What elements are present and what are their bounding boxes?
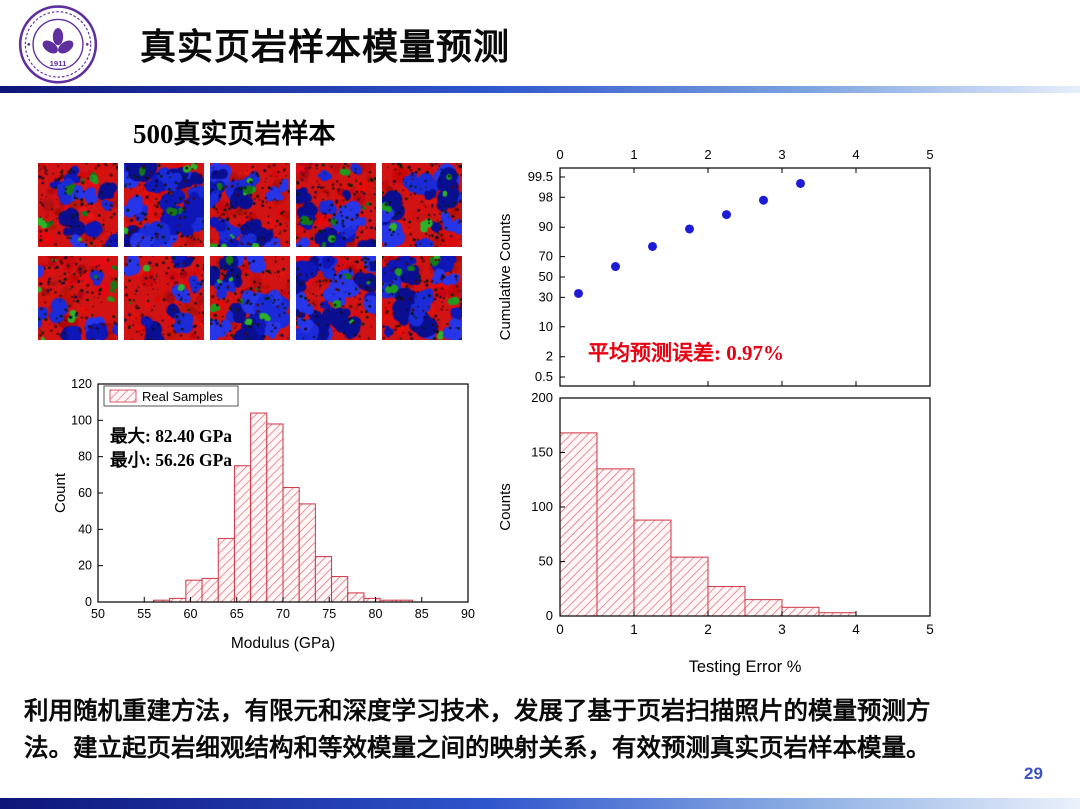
modulus-histogram-chart: 50 55 60 65 70 75 80 85 90 0 20 40 60 80 100 120 Real Sa… (52, 377, 475, 652)
svg-text:5: 5 (926, 147, 933, 162)
svg-text:85: 85 (415, 607, 429, 621)
page-number: 29 (1024, 764, 1043, 783)
shale-sample-tile (38, 163, 118, 247)
svg-text:90: 90 (539, 219, 553, 234)
university-emblem-icon: 1911 (18, 5, 98, 84)
svg-text:90: 90 (461, 607, 475, 621)
svg-text:3: 3 (778, 622, 786, 637)
svg-text:Testing Error %: Testing Error % (689, 658, 802, 676)
svg-text:98: 98 (539, 189, 553, 204)
svg-text:Modulus (GPa): Modulus (GPa) (231, 635, 335, 652)
svg-text:70: 70 (539, 249, 553, 264)
svg-text:1: 1 (630, 622, 638, 637)
svg-text:40: 40 (78, 522, 92, 536)
shale-sample-tile (124, 163, 204, 247)
samples-heading: 500真实页岩样本 (133, 119, 336, 149)
svg-text:2: 2 (546, 349, 553, 364)
svg-text:50: 50 (91, 607, 105, 621)
svg-text:0: 0 (556, 622, 564, 637)
cumulative-counts-chart: 0 1 2 3 4 5 0.5 2 10 30 50 70 90 98 99.5 平均预测误差: 0.97% C… (497, 147, 934, 387)
svg-text:100: 100 (531, 499, 553, 514)
svg-text:2: 2 (704, 147, 711, 162)
shale-sample-tile (210, 256, 290, 340)
svg-text:100: 100 (71, 413, 92, 427)
svg-text:20: 20 (78, 559, 92, 573)
header-divider (0, 86, 1080, 93)
svg-text:2: 2 (704, 622, 712, 637)
svg-text:10: 10 (539, 319, 553, 334)
shale-sample-grid (38, 163, 462, 340)
svg-text:4: 4 (852, 622, 860, 637)
svg-text:1: 1 (630, 147, 637, 162)
svg-text:60: 60 (184, 607, 198, 621)
svg-text:3: 3 (778, 147, 785, 162)
svg-text:60: 60 (78, 486, 92, 500)
footer-divider (0, 798, 1080, 809)
svg-text:150: 150 (531, 445, 553, 460)
svg-text:最大: 82.40 GPa: 最大: 82.40 GPa (110, 426, 232, 446)
svg-text:0.5: 0.5 (535, 369, 553, 384)
svg-text:最小: 56.26 GPa: 最小: 56.26 GPa (110, 450, 232, 470)
shale-sample-tile (210, 163, 290, 247)
svg-text:5: 5 (926, 622, 934, 637)
svg-text:平均预测误差: 0.97%: 平均预测误差: 0.97% (588, 341, 784, 365)
svg-text:50: 50 (539, 269, 553, 284)
shale-sample-tile (382, 163, 462, 247)
svg-text:200: 200 (531, 390, 553, 405)
slide-title: 真实页岩样本模量预测 (140, 26, 511, 67)
shale-sample-tile (38, 256, 118, 340)
svg-text:Counts: Counts (497, 483, 514, 531)
svg-text:75: 75 (322, 607, 336, 621)
svg-text:65: 65 (230, 607, 244, 621)
shale-sample-tile (124, 256, 204, 340)
svg-text:Cumulative Counts: Cumulative Counts (497, 214, 514, 341)
svg-text:4: 4 (852, 147, 859, 162)
svg-text:80: 80 (78, 450, 92, 464)
svg-text:30: 30 (539, 289, 553, 304)
shale-sample-tile (382, 256, 462, 340)
svg-text:99.5: 99.5 (528, 169, 553, 184)
shale-sample-tile (296, 163, 376, 247)
svg-text:50: 50 (539, 554, 553, 569)
svg-text:70: 70 (276, 607, 290, 621)
svg-text:0: 0 (85, 595, 92, 609)
svg-text:80: 80 (369, 607, 383, 621)
svg-text:0: 0 (556, 147, 563, 162)
shale-sample-tile (296, 256, 376, 340)
svg-text:120: 120 (71, 377, 92, 391)
svg-text:55: 55 (137, 607, 151, 621)
tsinghua-logo: 1911 (10, 4, 106, 90)
svg-text:Count: Count (52, 472, 69, 513)
svg-text:Real Samples: Real Samples (142, 389, 223, 404)
svg-text:0: 0 (546, 608, 553, 623)
university-seal-year: 1911 (50, 59, 67, 68)
summary-text: 利用随机重建方法，有限元和深度学习技术，发展了基于页岩扫描照片的模量预测方法。建… (24, 698, 931, 762)
